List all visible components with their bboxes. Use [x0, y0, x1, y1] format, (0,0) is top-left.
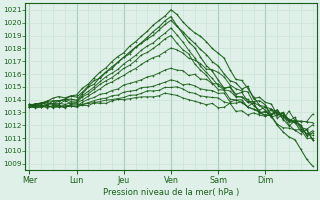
X-axis label: Pression niveau de la mer( hPa ): Pression niveau de la mer( hPa ) [103, 188, 239, 197]
